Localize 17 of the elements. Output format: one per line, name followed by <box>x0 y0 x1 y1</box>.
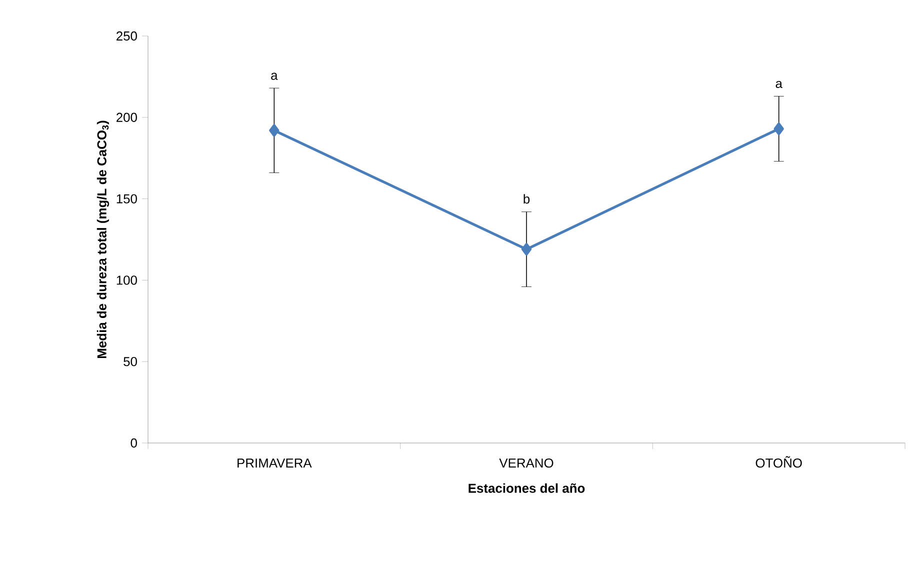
x-tick-label: VERANO <box>499 458 554 468</box>
annotation: a <box>271 72 278 80</box>
annotation: a <box>776 80 782 88</box>
x-tick-label: PRIMAVERA <box>238 458 312 468</box>
point <box>774 122 784 136</box>
annotation: b <box>524 194 530 204</box>
y-tick-label: 100 <box>116 276 137 285</box>
point <box>269 124 280 137</box>
y-tick-label: 50 <box>124 357 137 366</box>
y-tick-label: 0 <box>130 438 137 448</box>
y-tick-label: 250 <box>116 31 137 41</box>
y-tick-label: 150 <box>116 194 137 204</box>
x-tick-label: OTOÑO <box>756 456 802 468</box>
y-tick-label: 200 <box>116 112 137 122</box>
point <box>521 242 532 256</box>
x-axis-title: Estaciones del año <box>468 483 585 493</box>
text: Media de dureza total (mg/L de CaCO$_{3}$) <box>96 120 110 358</box>
